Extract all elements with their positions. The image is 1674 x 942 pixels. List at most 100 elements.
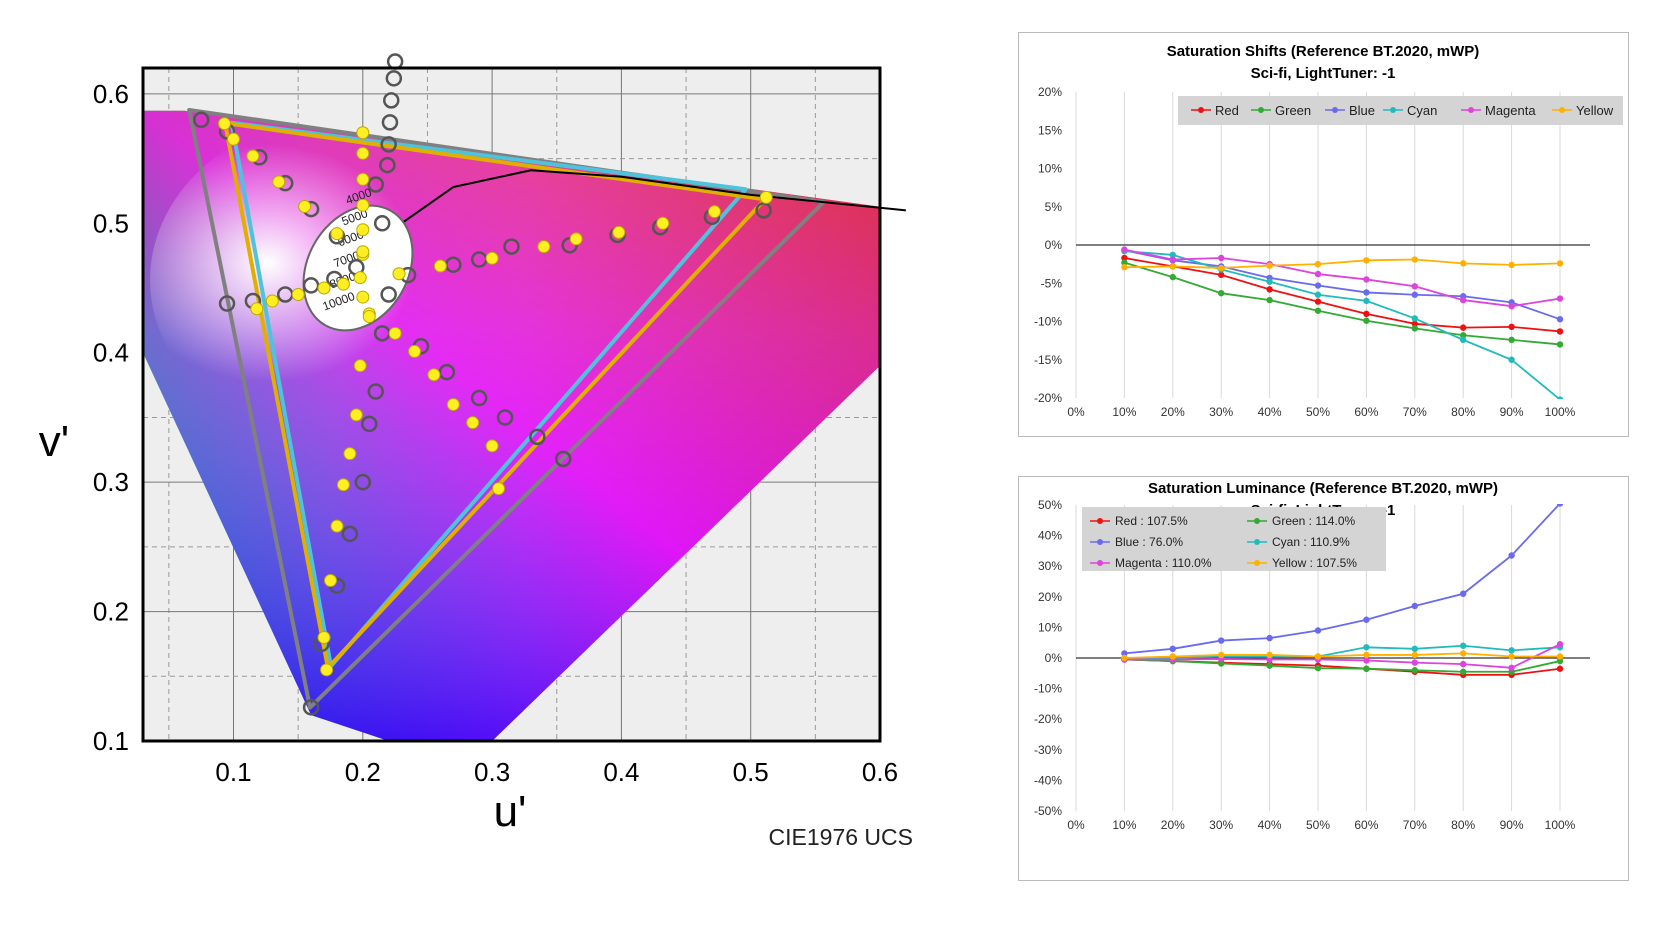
x-tick-label: 30% <box>1209 405 1233 419</box>
series-group <box>1121 504 1564 679</box>
series-point-yellow <box>1266 262 1273 269</box>
measured-point <box>317 281 331 295</box>
target-point <box>341 525 359 543</box>
series-point-green <box>1169 273 1176 281</box>
series-point-magenta <box>1411 659 1418 666</box>
series-point-blue <box>1556 504 1564 507</box>
measured-point <box>759 190 773 204</box>
measured-point <box>272 175 286 189</box>
series-point-red <box>1556 328 1564 335</box>
x-tick-label: 0% <box>1067 818 1085 832</box>
saturation-luminance-chart: Saturation Luminance (Reference BT.2020,… <box>1018 476 1629 881</box>
series-point-green <box>1411 325 1418 332</box>
y-tick-label: 0.3 <box>93 467 129 497</box>
series-point-magenta <box>1218 254 1225 262</box>
target-point <box>380 136 397 153</box>
x-tick-label: 80% <box>1451 405 1475 419</box>
measured-point <box>427 368 441 382</box>
measured-point <box>349 408 363 422</box>
measured-point <box>356 223 370 237</box>
measured-point <box>217 117 231 131</box>
y-tick-label: -30% <box>1034 743 1062 757</box>
series-point-red <box>1508 323 1515 331</box>
target-point <box>354 473 372 491</box>
series-point-yellow <box>1363 257 1370 264</box>
target-point <box>383 92 400 109</box>
x-tick-label: 20% <box>1161 405 1185 419</box>
plot-area: 0% 10% 20% 30% 40% 50% 60% 70% 80% 90% 100% 50% 40% 3… <box>1034 498 1590 832</box>
series-point-blue <box>1121 650 1128 657</box>
y-tick-label: -10% <box>1034 315 1062 329</box>
measured-point <box>227 132 241 146</box>
y-tick-label: 15% <box>1038 123 1062 137</box>
x-tick-label: 60% <box>1354 818 1378 832</box>
series-line-blue <box>1124 504 1561 655</box>
target-point <box>379 156 396 174</box>
target-point <box>381 114 399 131</box>
plot-area: 0% 10% 20% 30% 40% 50% 60% 70% 80% 90% 100% 20% 15% 1… <box>1034 85 1623 419</box>
series-point-blue <box>1460 590 1467 597</box>
target-point <box>218 295 236 312</box>
measured-point <box>485 439 499 453</box>
legend-label: Red : 107.5% <box>1115 514 1188 528</box>
series-point-blue <box>1218 637 1225 644</box>
x-tick-label: 0.5 <box>733 757 769 787</box>
y-tick-label: 50% <box>1038 498 1062 512</box>
series-point-magenta <box>1460 660 1467 668</box>
legend-swatch-dot <box>1559 107 1565 113</box>
measured-point <box>388 326 402 340</box>
series-point-magenta <box>1556 295 1564 302</box>
series-point-yellow <box>1314 260 1322 268</box>
x-tick-label: 50% <box>1306 818 1330 832</box>
measured-point <box>485 251 499 265</box>
series-point-cyan <box>1314 291 1322 298</box>
measured-point <box>446 398 460 411</box>
chart-footer: CIE1976 UCS <box>769 824 913 850</box>
x-tick-label: 0.2 <box>345 757 381 787</box>
legend-swatch-dot <box>1258 107 1264 113</box>
x-tick-label: 0.4 <box>603 757 639 787</box>
y-tick-label: -20% <box>1034 712 1062 726</box>
legend-label: Green <box>1275 103 1311 118</box>
chart-title: Saturation Shifts (Reference BT.2020, mW… <box>1167 43 1480 60</box>
series-point-cyan <box>1411 315 1418 322</box>
y-tick-label: 20% <box>1038 590 1062 604</box>
y-tick-label: 40% <box>1038 529 1062 543</box>
series-point-blue <box>1363 289 1370 296</box>
measured-point <box>656 216 670 230</box>
series-line-magenta <box>1124 643 1561 669</box>
series-point-red <box>1460 324 1467 331</box>
series-point-green <box>1121 259 1128 266</box>
series-line-green <box>1124 658 1561 673</box>
x-tick-label: 0.6 <box>862 757 898 787</box>
series-point-green <box>1363 317 1370 324</box>
x-tick-label: 20% <box>1161 818 1185 832</box>
series-point-cyan <box>1363 644 1370 651</box>
target-point <box>361 415 378 433</box>
target-point <box>367 383 384 400</box>
measured-point <box>569 232 583 246</box>
series-point-red <box>1411 320 1418 327</box>
series-point-blue <box>1508 552 1515 559</box>
y-tick-label: 30% <box>1038 559 1062 573</box>
x-tick-label: 100% <box>1545 818 1576 832</box>
measured-point <box>466 416 480 430</box>
x-tick-label: 40% <box>1258 818 1282 832</box>
series-point-cyan <box>1169 251 1176 259</box>
y-tick-label: 0.6 <box>93 79 129 109</box>
gamut-bt-2020 <box>187 107 826 710</box>
legend-label: Blue : 76.0% <box>1115 535 1183 549</box>
series-point-cyan <box>1411 645 1418 653</box>
series-point-blue <box>1314 627 1322 634</box>
series-point-magenta <box>1363 657 1370 664</box>
legend-swatch-dot <box>1254 518 1260 524</box>
series-point-green <box>1363 665 1370 672</box>
measured-point <box>298 199 312 213</box>
y-tick-label: 10% <box>1038 620 1062 634</box>
legend-swatch-dot <box>1254 560 1260 566</box>
gamut-triangles <box>187 107 826 710</box>
x-tick-label: 90% <box>1500 818 1524 832</box>
y-tick-label: 0.2 <box>93 597 129 627</box>
x-tick-label: 100% <box>1545 405 1576 419</box>
measured-point <box>330 227 344 241</box>
